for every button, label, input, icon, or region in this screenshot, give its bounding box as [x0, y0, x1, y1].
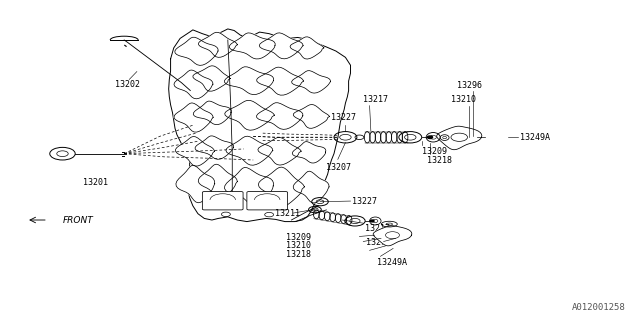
Text: 13211: 13211: [275, 209, 301, 218]
Text: 13296: 13296: [366, 238, 391, 247]
Text: 13249A: 13249A: [520, 133, 550, 142]
Circle shape: [370, 220, 374, 222]
Text: 13210: 13210: [285, 241, 310, 251]
Polygon shape: [225, 167, 273, 205]
Circle shape: [428, 136, 433, 139]
Polygon shape: [225, 67, 274, 95]
Polygon shape: [175, 136, 214, 166]
Polygon shape: [259, 33, 303, 59]
Polygon shape: [198, 32, 237, 57]
Polygon shape: [373, 226, 412, 246]
Polygon shape: [193, 101, 232, 124]
Polygon shape: [175, 37, 218, 65]
Polygon shape: [225, 100, 275, 130]
Polygon shape: [436, 126, 482, 150]
Polygon shape: [226, 136, 273, 165]
Polygon shape: [257, 67, 303, 95]
Text: FRONT: FRONT: [63, 215, 93, 225]
Polygon shape: [293, 171, 329, 203]
Text: 13202: 13202: [115, 80, 140, 89]
Text: 13249A: 13249A: [377, 258, 407, 267]
Polygon shape: [293, 105, 330, 128]
Text: 13217: 13217: [364, 95, 388, 104]
Polygon shape: [174, 103, 213, 132]
Polygon shape: [259, 167, 305, 207]
Polygon shape: [290, 37, 324, 59]
Text: 13218: 13218: [427, 156, 452, 165]
Polygon shape: [257, 103, 303, 129]
Polygon shape: [195, 136, 234, 159]
Text: A012001258: A012001258: [572, 303, 625, 312]
Polygon shape: [169, 29, 351, 221]
Polygon shape: [229, 33, 275, 59]
Polygon shape: [258, 138, 301, 165]
Polygon shape: [198, 164, 237, 199]
Polygon shape: [292, 71, 330, 93]
Text: 13209: 13209: [422, 147, 447, 156]
Text: 13227: 13227: [352, 197, 377, 206]
Polygon shape: [176, 165, 214, 203]
Text: 13210: 13210: [451, 95, 476, 104]
FancyBboxPatch shape: [247, 192, 287, 210]
Polygon shape: [193, 66, 230, 91]
Polygon shape: [174, 70, 213, 99]
Text: 13217: 13217: [365, 224, 390, 233]
FancyBboxPatch shape: [202, 192, 243, 210]
Text: 13201: 13201: [83, 178, 108, 187]
Polygon shape: [292, 141, 326, 163]
Text: 13218: 13218: [285, 250, 310, 259]
Text: 13296: 13296: [457, 81, 482, 90]
Text: 13207: 13207: [326, 163, 351, 172]
Text: 13227: 13227: [332, 113, 356, 122]
Text: 13209: 13209: [285, 233, 310, 242]
